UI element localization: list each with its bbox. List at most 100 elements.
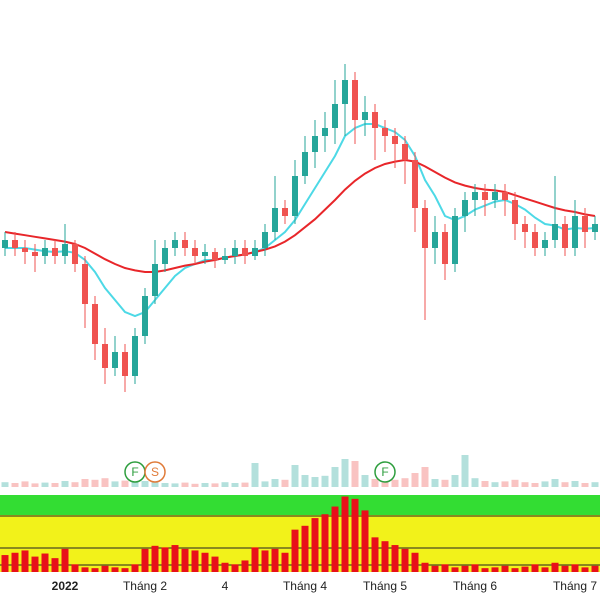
volume-bar [211,483,219,487]
indicator-bar [251,547,259,572]
candle-body [202,252,208,256]
candle-body [362,112,368,120]
x-tick-label: Tháng 4 [283,579,327,593]
volume-bar [291,465,299,487]
indicator-bar [441,564,449,572]
moving-average [4,158,596,273]
candle-body [572,216,578,248]
volume-bar [561,482,569,487]
volume-bar [241,482,249,487]
candle-body [102,344,108,368]
indicator-bar [531,564,539,572]
volume-bar [21,481,29,487]
indicator-bar [331,506,339,572]
volume-bar [11,483,19,487]
candle-body [522,224,528,232]
volume-bar [431,479,439,487]
candle-body [332,104,338,128]
volume-bar [491,482,499,487]
volume-bar [501,481,509,487]
candle-body [112,352,118,368]
indicator-bar [151,545,159,572]
indicator-bar [461,565,469,572]
indicator-bar [181,548,189,572]
indicator-top-band [0,495,600,515]
x-tick-label: 4 [222,579,229,593]
candle-body [272,208,278,232]
volume-bar [271,479,279,487]
indicator-bar [421,562,429,572]
candle-body [92,304,98,344]
indicator-bar [381,541,389,572]
volume-bar [91,479,99,487]
candle-body [412,160,418,208]
x-tick-label: Tháng 5 [363,579,407,593]
candle-body [32,252,38,256]
candle-body [502,192,508,200]
volume-bar [551,479,559,487]
indicator-bar [481,568,489,572]
annotation-circle [374,461,396,483]
indicator-bar [591,565,599,572]
candle-body [262,232,268,248]
volume-bar [581,483,589,487]
indicator-bar [551,562,559,572]
volume-bar [321,475,329,487]
volume-bar [171,483,179,487]
indicator-bar [121,568,129,572]
candle-body [122,352,128,376]
annotation-text: S [151,465,159,479]
candle-body [582,216,588,232]
indicator-bar [321,514,329,572]
indicator-bar [541,567,549,572]
indicator-bar [581,567,589,572]
candle-body [52,248,58,256]
candle-body [392,136,398,144]
volume-bar [421,467,429,487]
volume-bar [521,482,529,487]
volume-bar [191,483,199,487]
volume-bar [461,455,469,487]
volume-bar [401,478,409,487]
indicator-bar [411,552,419,572]
indicator-bar [241,560,249,572]
candle-body [512,200,518,224]
indicator-bar [51,558,59,572]
volume-bar [371,479,379,487]
indicator-bar [471,564,479,572]
candle-body [342,80,348,104]
volume-bar [341,459,349,487]
volume-bar [51,483,59,487]
volume-bar [531,483,539,487]
indicator-bar [111,567,119,572]
x-tick-label: Tháng 2 [123,579,167,593]
indicator-bar [351,498,359,572]
indicator-bar [511,568,519,572]
candle-body [542,240,548,248]
volume-bar [161,483,169,487]
volume-bar [41,482,49,487]
candle-body [472,192,478,200]
volume-bar [411,473,419,487]
candle-body [232,248,238,256]
indicator-bar [31,556,39,572]
volume-bar [151,482,159,487]
indicator-bar [311,518,319,572]
candle-body [322,128,328,136]
volume-bar [541,481,549,487]
indicator-bar [341,496,349,572]
volume-bar [511,479,519,487]
indicator-mid-band [0,515,600,572]
candle-body [482,192,488,200]
candle-body [372,112,378,128]
candle-body [2,240,8,248]
candle-body [382,128,388,136]
indicator-bar [131,564,139,572]
volume-bar [121,480,129,487]
indicator-bar [1,555,9,572]
volume-bar [31,483,39,487]
volume-bar [591,482,599,487]
volume-bar [451,475,459,487]
indicator-bar [561,565,569,572]
